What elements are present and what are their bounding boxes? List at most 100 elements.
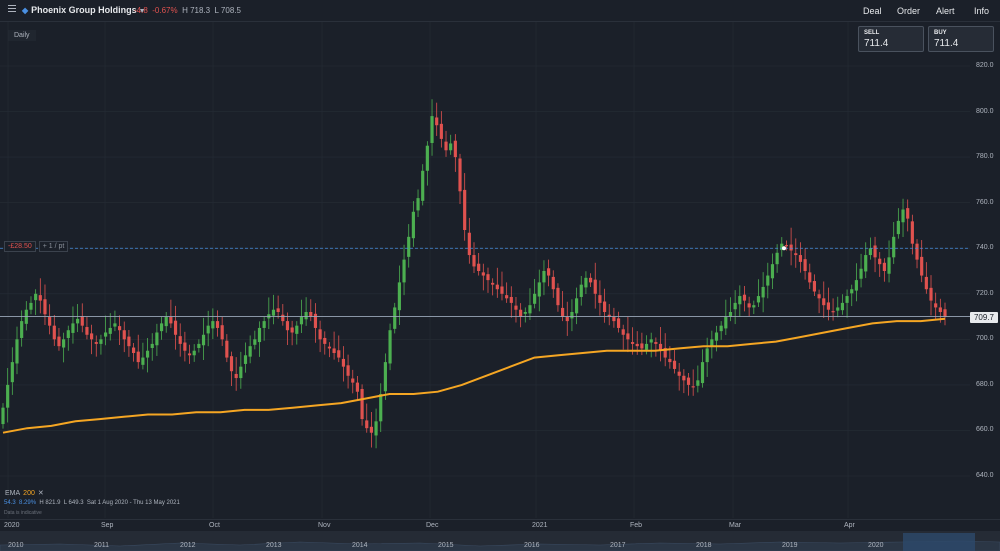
candle[interactable] [649, 332, 653, 358]
candle[interactable] [826, 287, 831, 321]
candle[interactable] [738, 285, 742, 318]
candle[interactable] [696, 365, 700, 393]
candle[interactable] [612, 307, 616, 328]
candle[interactable] [183, 331, 187, 362]
candle[interactable] [658, 327, 663, 362]
candle[interactable] [248, 335, 252, 364]
candle[interactable] [850, 284, 854, 307]
candle[interactable] [374, 408, 378, 449]
candle[interactable] [76, 304, 80, 333]
candle[interactable] [901, 198, 905, 238]
candle[interactable] [495, 267, 499, 298]
candle[interactable] [24, 301, 28, 331]
candle[interactable] [285, 312, 290, 346]
candle[interactable] [537, 269, 541, 312]
candle[interactable] [682, 369, 686, 394]
candle[interactable] [34, 289, 38, 315]
candle[interactable] [523, 307, 527, 323]
candle[interactable] [337, 335, 341, 363]
candle[interactable] [145, 337, 150, 373]
candle[interactable] [108, 313, 112, 341]
candle[interactable] [533, 278, 537, 309]
candle[interactable] [626, 316, 630, 353]
candle[interactable] [85, 316, 89, 340]
candle[interactable] [383, 353, 387, 400]
candle[interactable] [421, 164, 425, 206]
candle[interactable] [253, 330, 257, 350]
instrument-selector[interactable]: ◆ Phoenix Group Holdings ▼ [22, 5, 146, 15]
candle[interactable] [197, 339, 201, 353]
candle[interactable] [775, 244, 779, 273]
candle[interactable] [351, 369, 355, 394]
candle[interactable] [215, 310, 220, 337]
candle[interactable] [48, 304, 52, 335]
candle[interactable] [220, 316, 224, 346]
candle[interactable] [1, 403, 5, 429]
candle[interactable] [38, 278, 42, 314]
candle[interactable] [840, 294, 844, 315]
candle[interactable] [369, 411, 373, 448]
candle[interactable] [52, 314, 56, 346]
candle[interactable] [323, 331, 327, 355]
candle[interactable] [808, 263, 812, 289]
candle[interactable] [934, 292, 938, 321]
candle[interactable] [276, 295, 280, 319]
candle[interactable] [29, 296, 33, 315]
candle[interactable] [453, 134, 457, 172]
candle[interactable] [234, 357, 238, 391]
candle[interactable] [467, 217, 471, 264]
candle[interactable] [565, 301, 569, 336]
candle[interactable] [873, 236, 877, 273]
candle[interactable] [915, 239, 919, 269]
candle[interactable] [733, 290, 737, 325]
navigator-selection[interactable] [903, 533, 975, 551]
candle[interactable] [271, 294, 276, 325]
candle[interactable] [598, 280, 602, 316]
candle[interactable] [379, 383, 383, 433]
candle[interactable] [705, 337, 709, 377]
candle[interactable] [817, 289, 821, 314]
candle[interactable] [920, 240, 924, 283]
candle[interactable] [318, 320, 322, 353]
candle[interactable] [859, 253, 863, 288]
candle[interactable] [243, 342, 248, 373]
candle[interactable] [43, 284, 47, 325]
candle[interactable] [6, 368, 10, 423]
candle[interactable] [94, 335, 98, 357]
candle[interactable] [90, 324, 94, 355]
candle[interactable] [551, 270, 555, 298]
candle[interactable] [173, 305, 178, 350]
candle[interactable] [159, 316, 164, 340]
candle[interactable] [747, 296, 751, 317]
candle[interactable] [602, 288, 607, 323]
candle[interactable] [425, 141, 429, 186]
candle[interactable] [542, 260, 546, 296]
candle[interactable] [728, 297, 733, 322]
candle[interactable] [346, 354, 350, 389]
candle[interactable] [836, 296, 840, 318]
candle[interactable] [556, 283, 560, 312]
candle[interactable] [621, 324, 625, 350]
buy-button[interactable]: BUY 711.4 [928, 26, 994, 52]
candle[interactable] [113, 310, 117, 332]
candle[interactable] [304, 297, 308, 326]
candle[interactable] [756, 279, 761, 307]
candle[interactable] [575, 287, 579, 325]
candle[interactable] [481, 263, 485, 291]
candle[interactable] [327, 342, 332, 358]
candle[interactable] [62, 332, 66, 363]
candle[interactable] [187, 344, 192, 364]
candle[interactable] [416, 189, 420, 218]
candle[interactable] [514, 296, 518, 323]
candle[interactable] [691, 369, 695, 396]
candle[interactable] [854, 263, 858, 302]
order-button[interactable]: Order [897, 6, 921, 16]
candle[interactable] [812, 274, 817, 297]
candle[interactable] [472, 242, 476, 274]
candle[interactable] [486, 267, 490, 293]
candle[interactable] [225, 334, 229, 363]
candle[interactable] [313, 303, 318, 343]
candle[interactable] [794, 238, 798, 268]
candle[interactable] [798, 242, 803, 273]
candle[interactable] [882, 258, 886, 282]
